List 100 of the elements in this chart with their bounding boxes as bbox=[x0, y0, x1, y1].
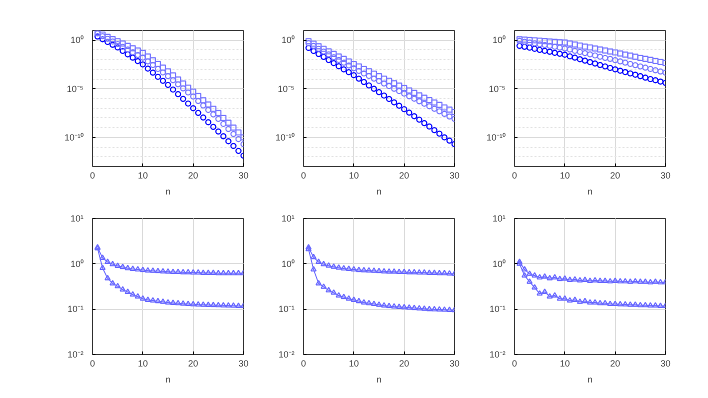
point bbox=[426, 269, 432, 275]
point bbox=[144, 267, 151, 273]
point bbox=[556, 50, 563, 57]
point bbox=[380, 92, 388, 99]
point bbox=[582, 58, 588, 64]
point bbox=[576, 298, 584, 304]
y-tick-label: 10⁻⁵ bbox=[66, 84, 84, 94]
y-tick-label: 10⁻² bbox=[278, 350, 295, 360]
point bbox=[411, 96, 418, 102]
point bbox=[516, 258, 523, 264]
point bbox=[124, 264, 131, 270]
point bbox=[647, 302, 654, 308]
point bbox=[617, 50, 624, 57]
point bbox=[316, 258, 322, 264]
point bbox=[542, 288, 548, 294]
point bbox=[154, 60, 162, 68]
point bbox=[552, 38, 558, 45]
point bbox=[566, 297, 573, 303]
y-tick-label: 10⁰ bbox=[70, 258, 84, 269]
point bbox=[110, 42, 116, 48]
point bbox=[526, 278, 533, 284]
point bbox=[612, 300, 618, 306]
x-tick-label: 20 bbox=[399, 170, 410, 180]
point bbox=[536, 46, 543, 54]
point bbox=[190, 269, 196, 275]
point bbox=[536, 274, 543, 280]
point bbox=[140, 295, 146, 301]
point bbox=[622, 52, 628, 58]
point bbox=[205, 101, 212, 108]
point bbox=[356, 63, 362, 70]
point bbox=[180, 80, 186, 87]
point bbox=[380, 80, 388, 87]
point bbox=[195, 110, 202, 116]
point bbox=[532, 46, 538, 52]
point bbox=[647, 76, 654, 82]
point bbox=[346, 265, 352, 272]
point bbox=[310, 254, 317, 260]
point bbox=[536, 41, 543, 48]
point bbox=[441, 134, 448, 140]
point bbox=[546, 38, 553, 45]
point bbox=[436, 270, 442, 276]
point bbox=[225, 138, 232, 144]
point bbox=[370, 86, 378, 92]
point bbox=[421, 120, 428, 126]
point bbox=[360, 299, 367, 305]
point bbox=[160, 268, 166, 274]
point bbox=[562, 52, 568, 58]
x-tick-label: 10 bbox=[348, 170, 359, 180]
point bbox=[326, 48, 332, 54]
point bbox=[144, 296, 151, 302]
point bbox=[310, 42, 317, 49]
point bbox=[130, 54, 136, 61]
point bbox=[562, 295, 568, 301]
point bbox=[305, 44, 312, 52]
point bbox=[441, 306, 448, 312]
point bbox=[195, 269, 202, 275]
x-tick-label: 10 bbox=[560, 358, 570, 368]
point bbox=[582, 44, 588, 50]
point bbox=[346, 295, 352, 301]
point bbox=[164, 299, 172, 305]
x-tick-label: 30 bbox=[660, 170, 671, 180]
x-axis-title: n bbox=[376, 186, 382, 196]
point bbox=[612, 66, 618, 72]
point bbox=[124, 288, 131, 294]
point bbox=[190, 105, 196, 112]
point bbox=[556, 39, 563, 46]
y-tick-label: 10¹ bbox=[70, 214, 84, 224]
point bbox=[114, 38, 121, 44]
point bbox=[316, 43, 322, 50]
x-tick-label: 20 bbox=[188, 358, 198, 368]
point bbox=[627, 70, 634, 77]
point bbox=[160, 298, 166, 304]
point bbox=[602, 277, 608, 283]
point bbox=[526, 36, 533, 44]
point bbox=[104, 38, 111, 46]
point bbox=[632, 62, 638, 68]
point bbox=[326, 286, 332, 292]
point bbox=[316, 50, 322, 58]
point bbox=[406, 87, 412, 94]
point bbox=[632, 54, 638, 60]
y-tick-label: 10⁻² bbox=[67, 350, 84, 360]
point bbox=[556, 44, 563, 51]
point bbox=[532, 272, 538, 278]
point bbox=[572, 48, 578, 54]
y-tick-label: 10⁰ bbox=[492, 258, 506, 269]
point bbox=[416, 304, 422, 310]
point bbox=[386, 78, 392, 84]
point bbox=[380, 268, 388, 274]
point bbox=[657, 68, 664, 75]
point bbox=[130, 265, 136, 272]
point bbox=[114, 262, 121, 268]
point bbox=[576, 276, 584, 282]
point bbox=[652, 302, 659, 308]
point bbox=[134, 52, 141, 58]
point bbox=[130, 45, 136, 52]
point bbox=[310, 48, 317, 54]
point bbox=[592, 45, 598, 52]
point bbox=[647, 56, 654, 63]
point bbox=[542, 42, 548, 48]
y-tick-label: 10⁻¹⁰ bbox=[486, 132, 506, 142]
